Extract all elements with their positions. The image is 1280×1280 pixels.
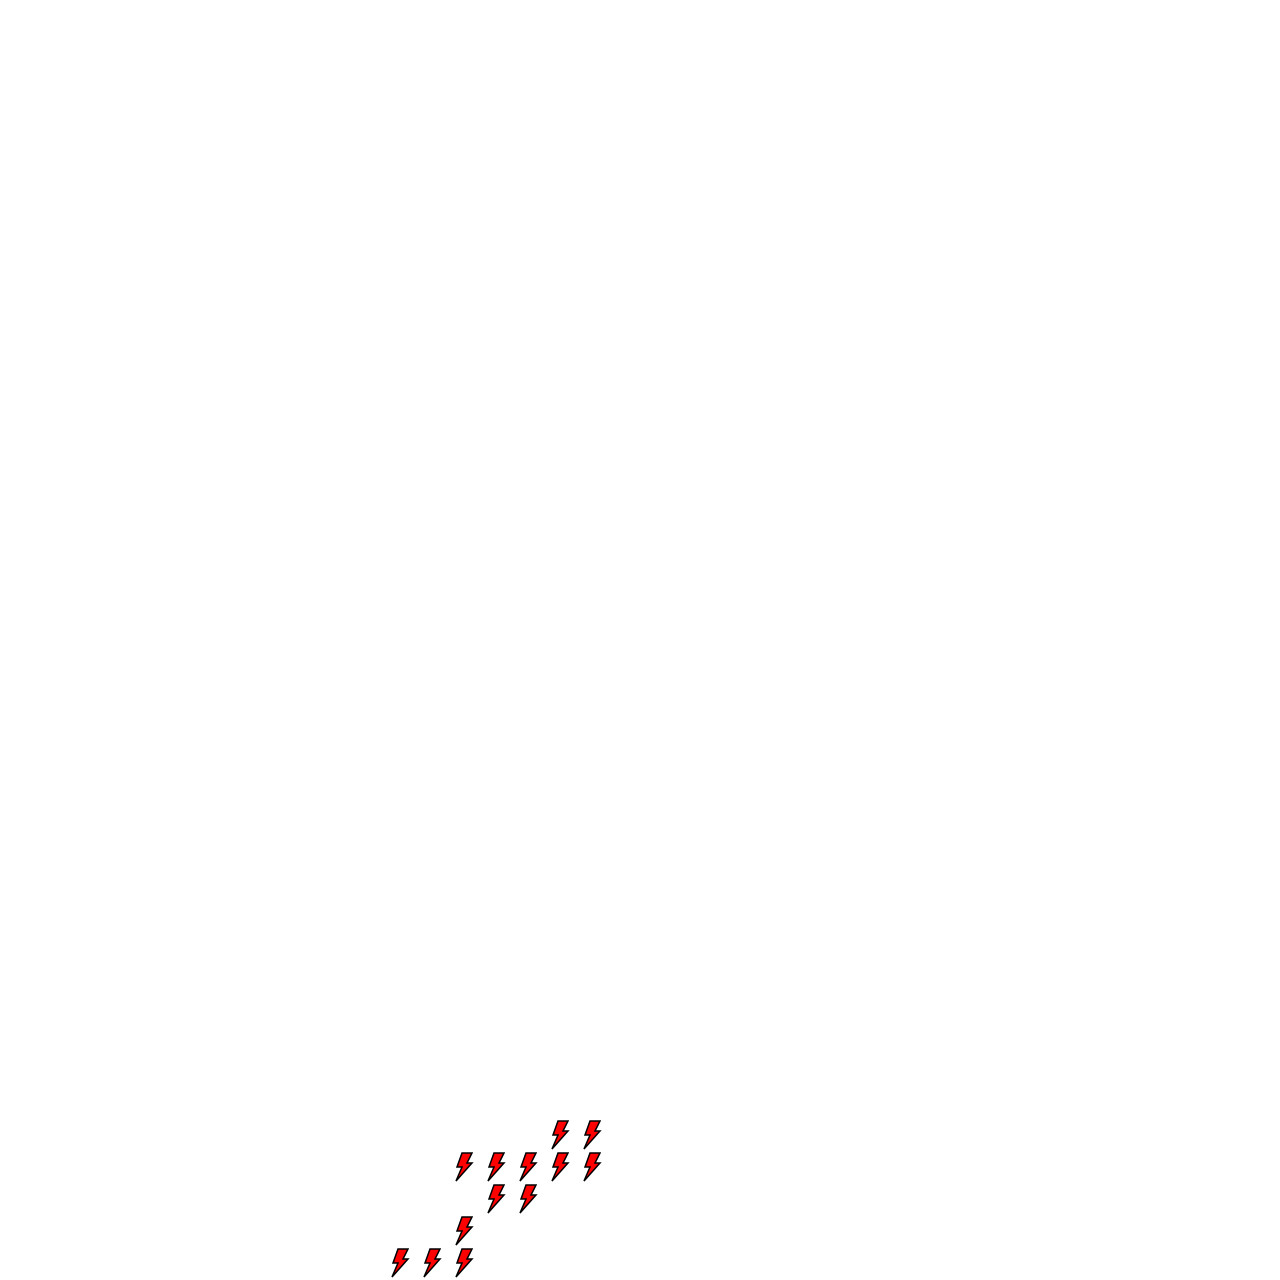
background — [0, 0, 1280, 1280]
page-body — [0, 0, 1280, 1280]
page: {} html, body { margin: 0; padding: 0; b… — [0, 0, 1280, 1280]
game-board — [0, 0, 1280, 1280]
